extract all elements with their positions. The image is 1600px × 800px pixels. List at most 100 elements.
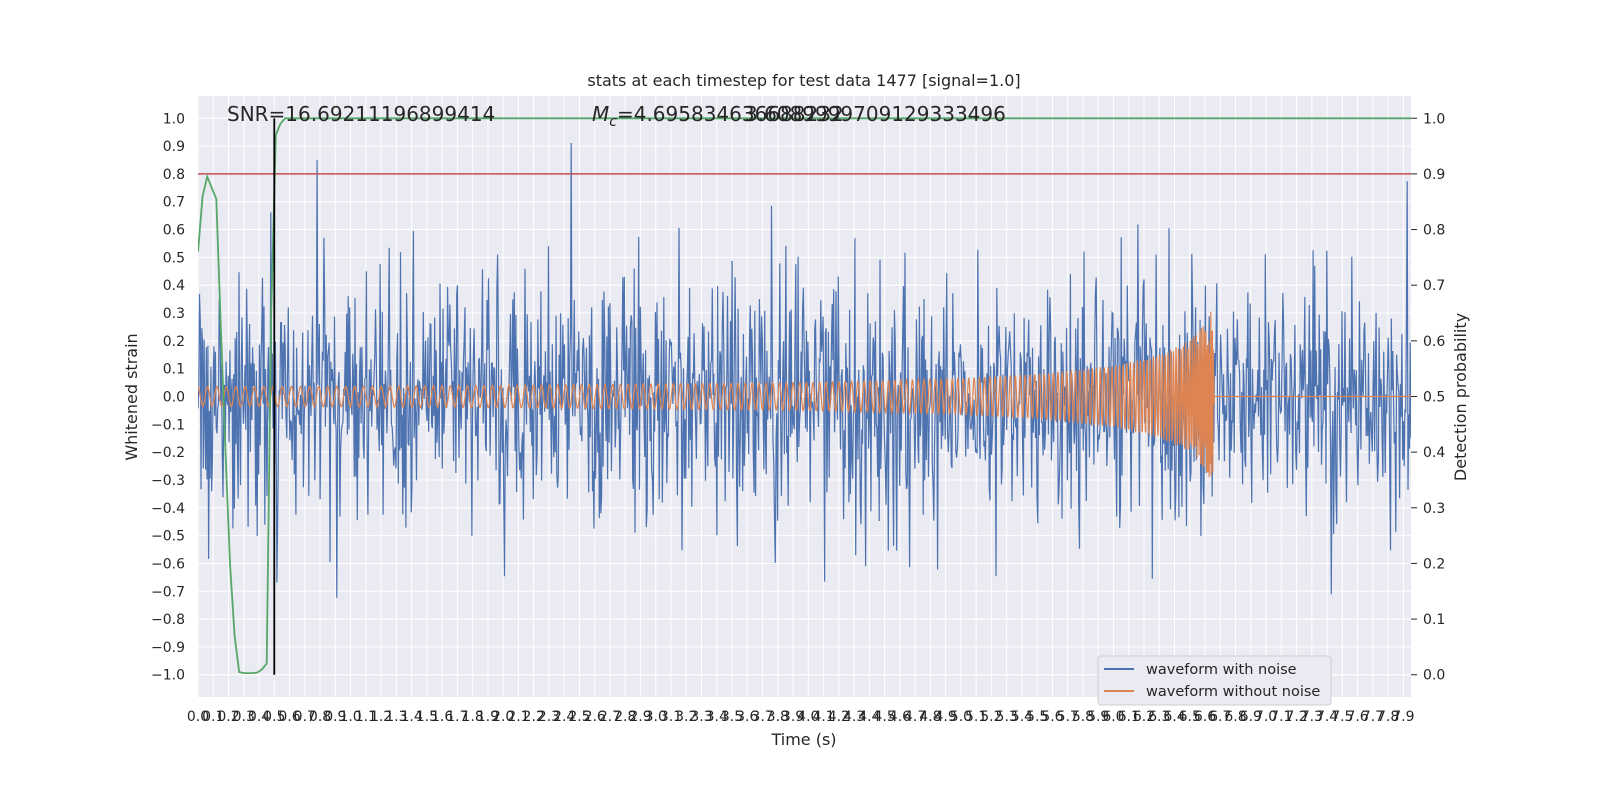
y-tick-label-left: −0.8: [151, 612, 185, 628]
x-tick-label: 4.6: [889, 709, 911, 725]
y-tick-label-left: −0.6: [151, 556, 185, 572]
x-tick-label: 7.8: [1377, 709, 1399, 725]
x-tick-label: 5.2: [980, 709, 1002, 725]
y-tick-label-left: −0.7: [151, 584, 185, 600]
y-axis-label-left: Whitened strain: [122, 333, 141, 460]
x-tick-label: 1.8: [462, 709, 484, 725]
x-tick-label: 3.1: [660, 709, 682, 725]
x-tick-label: 1.7: [446, 709, 468, 725]
x-tick-label: 5.8: [1072, 709, 1094, 725]
y-tick-label-left: 0.8: [163, 167, 185, 183]
y-tick-label-left: 0.9: [163, 139, 185, 155]
x-tick-label: 2.3: [538, 709, 560, 725]
x-tick-label: 7.0: [1255, 709, 1277, 725]
y-tick-label-right: 0.3: [1423, 501, 1445, 517]
y-tick-label-right: 0.0: [1423, 668, 1445, 684]
y-tick-label-left: −0.9: [151, 640, 185, 656]
x-tick-label: 4.3: [843, 709, 865, 725]
y-tick-label-left: −0.1: [151, 417, 185, 433]
x-tick-label: 5.9: [1087, 709, 1109, 725]
x-tick-label: 1.4: [400, 709, 422, 725]
x-tick-label: 5.4: [1011, 709, 1033, 725]
x-tick-label: 1.2: [370, 709, 392, 725]
x-tick-label: 6.7: [1209, 709, 1231, 725]
x-tick-label: 2.6: [584, 709, 606, 725]
x-tick-label: 4.2: [828, 709, 850, 725]
x-tick-label: 3.0: [645, 709, 667, 725]
x-tick-label: 4.8: [919, 709, 941, 725]
x-tick-label: 0.1: [202, 709, 224, 725]
x-tick-label: 2.7: [599, 709, 621, 725]
x-tick-label: 1.6: [431, 709, 453, 725]
y-tick-label-left: −0.3: [151, 473, 185, 489]
x-tick-label: 5.7: [1057, 709, 1079, 725]
x-tick-label: 3.3: [690, 709, 712, 725]
x-tick-label: 4.4: [858, 709, 880, 725]
x-tick-label: 3.8: [767, 709, 789, 725]
chirp-mass-annotation: Mc=4.695834636688232: [592, 102, 844, 130]
x-tick-label: 6.2: [1133, 709, 1155, 725]
y-tick-label-right: 0.2: [1423, 556, 1445, 572]
y-tick-label-left: −0.5: [151, 529, 185, 545]
y-axis-label-right: Detection probability: [1451, 313, 1470, 481]
x-tick-label: 7.3: [1301, 709, 1323, 725]
x-tick-label: 5.1: [965, 709, 987, 725]
x-tick-label: 3.9: [782, 709, 804, 725]
x-tick-label: 7.4: [1316, 709, 1338, 725]
legend-label-noise: waveform with noise: [1146, 662, 1297, 678]
x-tick-label: 1.1: [355, 709, 377, 725]
x-tick-label: 2.0: [492, 709, 514, 725]
y-tick-label-left: 0.2: [163, 334, 185, 350]
y-tick-label-right: 1.0: [1423, 111, 1445, 127]
x-tick-label: 6.0: [1102, 709, 1124, 725]
y-tick-label-left: 0.4: [163, 278, 185, 294]
x-tick-label: 0.3: [233, 709, 255, 725]
x-tick-label: 0.5: [263, 709, 285, 725]
x-tick-label: 6.1: [1118, 709, 1140, 725]
x-tick-label: 7.6: [1346, 709, 1368, 725]
y-tick-label-right: 0.7: [1423, 278, 1445, 294]
x-tick-label: 2.8: [614, 709, 636, 725]
x-tick-label: 7.9: [1392, 709, 1414, 725]
x-tick-label: 3.4: [706, 709, 728, 725]
y-tick-label-left: 0.6: [163, 223, 185, 239]
x-tick-label: 1.3: [385, 709, 407, 725]
y-tick-label-left: −1.0: [151, 668, 185, 684]
x-tick-label: 6.5: [1179, 709, 1201, 725]
series-waveform-without-noise: [198, 311, 1411, 478]
x-tick-label: 6.6: [1194, 709, 1216, 725]
x-tick-label: 5.6: [1041, 709, 1063, 725]
x-tick-label: 2.4: [553, 709, 575, 725]
x-tick-label: 4.9: [935, 709, 957, 725]
x-tick-label: 7.1: [1270, 709, 1292, 725]
x-tick-label: 4.7: [904, 709, 926, 725]
y-tick-label-left: −0.4: [151, 501, 185, 517]
x-tick-label: 0.9: [324, 709, 346, 725]
y-tick-label-left: 0.3: [163, 306, 185, 322]
x-tick-label: 6.4: [1163, 709, 1185, 725]
x-tick-label: 4.5: [873, 709, 895, 725]
x-tick-label: 3.7: [751, 709, 773, 725]
x-tick-label: 2.1: [507, 709, 529, 725]
y-tick-label-left: 0.1: [163, 362, 185, 378]
x-tick-label: 1.5: [416, 709, 438, 725]
x-tick-label: 5.0: [950, 709, 972, 725]
x-tick-label: 3.5: [721, 709, 743, 725]
series-detection-probability: [198, 117, 1411, 674]
x-tick-label: 0.0: [187, 709, 209, 725]
series-waveform-with-noise: [198, 142, 1411, 598]
y-tick-label-left: 0.7: [163, 195, 185, 211]
x-tick-label: 1.9: [477, 709, 499, 725]
y-tick-label-right: 0.9: [1423, 167, 1445, 183]
y-tick-label-left: 0.5: [163, 250, 185, 266]
y-tick-label-right: 0.6: [1423, 334, 1445, 350]
x-tick-label: 0.7: [294, 709, 316, 725]
x-tick-label: 3.6: [736, 709, 758, 725]
y-tick-label-left: −0.2: [151, 445, 185, 461]
y-tick-label-left: 1.0: [163, 111, 185, 127]
y-tick-label-left: 0.0: [163, 390, 185, 406]
overlap-annotation: 3.6089999709129333496: [745, 102, 1006, 126]
x-tick-label: 7.5: [1331, 709, 1353, 725]
x-tick-label: 4.1: [812, 709, 834, 725]
